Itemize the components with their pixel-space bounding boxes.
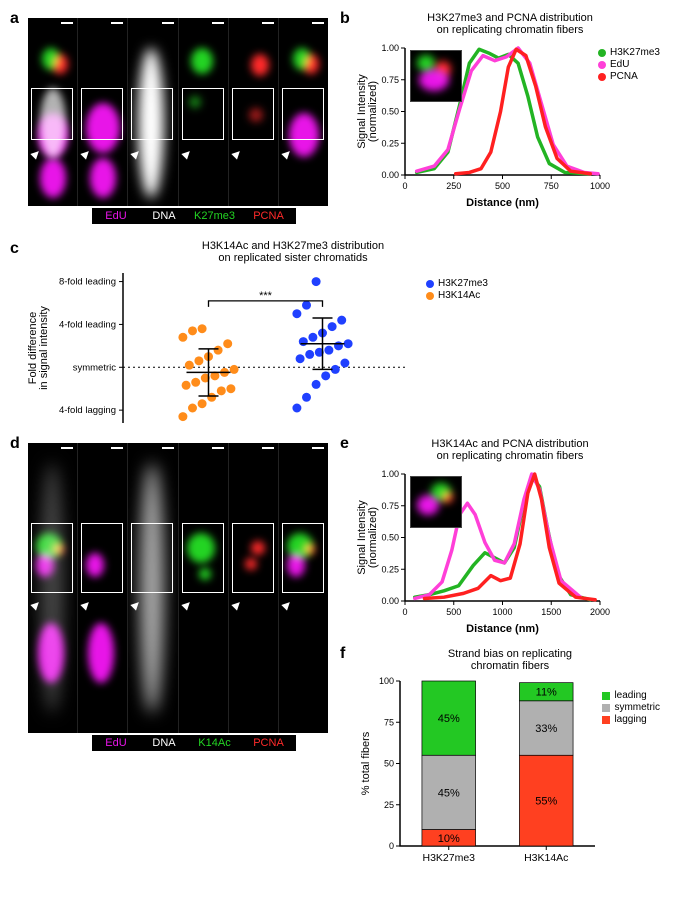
micro-d-channel-labels: EdU DNA K14Ac PCNA <box>92 735 297 751</box>
svg-text:100: 100 <box>379 676 394 686</box>
svg-text:0.00: 0.00 <box>381 596 399 606</box>
svg-text:750: 750 <box>544 181 559 191</box>
svg-text:10%: 10% <box>438 833 460 845</box>
panel-e-label: e <box>340 435 349 453</box>
chart-b-legend: H3K27me3 EdU PCNA <box>598 47 660 83</box>
chart-e-svg: 0 500 1000 1500 2000 0.00 0.25 0.50 0.75 1.00 Dist… <box>355 466 665 636</box>
legend-lagging: lagging <box>614 714 646 725</box>
label-edu: EdU <box>92 208 140 224</box>
panel-d-label: d <box>10 435 20 453</box>
micro-a-channel-labels: EdU DNA K27me3 PCNA <box>92 208 297 224</box>
svg-text:500: 500 <box>446 607 461 617</box>
chart-b-inset <box>410 50 462 102</box>
svg-text:symmetric: symmetric <box>73 362 117 373</box>
svg-text:H3K27me3: H3K27me3 <box>422 852 475 864</box>
svg-text:2000: 2000 <box>590 607 610 617</box>
label-dna-d: DNA <box>140 735 188 751</box>
svg-text:Fold differencein signal inten: Fold differencein signal intensity <box>28 306 50 390</box>
svg-text:0.75: 0.75 <box>381 501 399 511</box>
svg-text:75: 75 <box>384 717 394 727</box>
label-pcna: PCNA <box>241 208 296 224</box>
chart-f-title: Strand bias on replicating chromatin fib… <box>355 648 665 672</box>
micrograph-a <box>28 18 328 206</box>
chart-b-title: H3K27me3 and PCNA distribution on replic… <box>355 12 665 36</box>
svg-text:250: 250 <box>446 181 461 191</box>
panel-b-label: b <box>340 10 350 28</box>
svg-text:45%: 45% <box>438 713 460 725</box>
micro-a-edu <box>78 18 128 206</box>
svg-text:0: 0 <box>402 607 407 617</box>
svg-text:4-fold lagging: 4-fold lagging <box>59 405 116 416</box>
chart-e-inset <box>410 476 462 528</box>
chart-f: Strand bias on replicating chromatin fib… <box>355 648 665 876</box>
chart-c-legend: H3K27me3 H3K14Ac <box>426 278 488 302</box>
svg-text:55%: 55% <box>535 796 557 808</box>
legend-h3k27me3-c: H3K27me3 <box>438 278 488 289</box>
legend-pcna: PCNA <box>610 71 638 82</box>
svg-text:8-fold leading: 8-fold leading <box>59 277 116 288</box>
chart-c: H3K14Ac and H3K27me3 distribution on rep… <box>28 240 498 438</box>
micro-d-pcna <box>229 443 279 733</box>
micro-d-k14 <box>179 443 229 733</box>
panel-a-label: a <box>10 10 19 28</box>
svg-text:1.00: 1.00 <box>381 43 399 53</box>
micro-d-merge2 <box>279 443 328 733</box>
chart-b: H3K27me3 and PCNA distribution on replic… <box>355 12 665 215</box>
svg-text:Signal Intensity(normalized): Signal Intensity(normalized) <box>356 74 379 149</box>
panel-c-label: c <box>10 240 19 258</box>
label-pcna-d: PCNA <box>241 735 296 751</box>
legend-leading: leading <box>614 690 646 701</box>
svg-text:Distance (nm): Distance (nm) <box>466 197 539 209</box>
svg-text:500: 500 <box>495 181 510 191</box>
micrograph-d <box>28 443 328 733</box>
svg-text:1500: 1500 <box>541 607 561 617</box>
label-edu-d: EdU <box>92 735 140 751</box>
micro-a-pcna <box>229 18 279 206</box>
svg-text:0.00: 0.00 <box>381 170 399 180</box>
chart-c-title: H3K14Ac and H3K27me3 distribution on rep… <box>88 240 498 264</box>
svg-text:25: 25 <box>384 800 394 810</box>
micro-a-merge2 <box>279 18 328 206</box>
svg-text:Signal Intensity(normalized): Signal Intensity(normalized) <box>356 500 379 575</box>
svg-text:H3K14Ac: H3K14Ac <box>524 852 568 864</box>
label-dna: DNA <box>140 208 188 224</box>
svg-text:45%: 45% <box>438 787 460 799</box>
svg-text:% total fibers: % total fibers <box>360 731 372 795</box>
svg-text:0: 0 <box>402 181 407 191</box>
svg-text:***: *** <box>259 290 273 302</box>
micro-a-dna <box>128 18 178 206</box>
svg-text:1000: 1000 <box>590 181 610 191</box>
chart-e-title: H3K14Ac and PCNA distribution on replica… <box>355 438 665 462</box>
svg-text:0.75: 0.75 <box>381 75 399 85</box>
micro-a-merge <box>28 18 78 206</box>
micro-d-merge <box>28 443 78 733</box>
micro-a-k27 <box>179 18 229 206</box>
micro-d-dna <box>128 443 178 733</box>
label-k14-d: K14Ac <box>188 735 241 751</box>
micro-d-edu <box>78 443 128 733</box>
figure: a <box>10 10 672 890</box>
svg-text:Distance (nm): Distance (nm) <box>466 623 539 635</box>
label-k27: K27me3 <box>188 208 241 224</box>
svg-text:0.25: 0.25 <box>381 564 399 574</box>
legend-edu: EdU <box>610 59 629 70</box>
svg-text:0: 0 <box>389 841 394 851</box>
chart-e: H3K14Ac and PCNA distribution on replica… <box>355 438 665 641</box>
svg-text:11%: 11% <box>536 687 557 699</box>
svg-text:1000: 1000 <box>492 607 512 617</box>
svg-text:1.00: 1.00 <box>381 469 399 479</box>
svg-text:50: 50 <box>384 759 394 769</box>
legend-h3k14ac-c: H3K14Ac <box>438 290 480 301</box>
svg-text:0.50: 0.50 <box>381 107 399 117</box>
legend-symmetric: symmetric <box>614 702 660 713</box>
svg-text:33%: 33% <box>535 723 557 735</box>
svg-text:4-fold leading: 4-fold leading <box>59 319 116 330</box>
svg-text:0.25: 0.25 <box>381 138 399 148</box>
svg-text:0.50: 0.50 <box>381 533 399 543</box>
chart-f-legend: leading symmetric lagging <box>602 690 660 726</box>
legend-h3k27me3: H3K27me3 <box>610 47 660 58</box>
panel-f-label: f <box>340 645 345 663</box>
